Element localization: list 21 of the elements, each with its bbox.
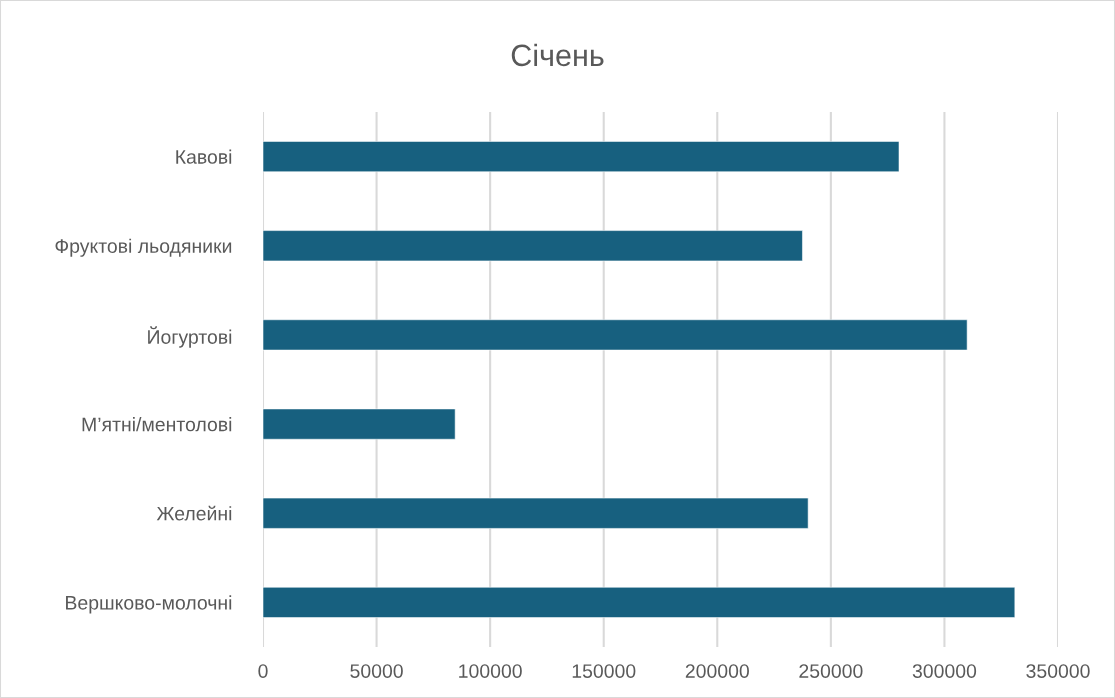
x-tick-label: 150000 bbox=[572, 664, 636, 678]
x-tick-label: 350000 bbox=[1026, 664, 1090, 678]
y-tick-label: Вершково-молочні bbox=[66, 595, 232, 614]
chart-title: Січень bbox=[511, 43, 604, 67]
bar bbox=[263, 497, 809, 529]
x-tick-label: 200000 bbox=[685, 664, 749, 678]
bar bbox=[263, 141, 900, 173]
bar bbox=[263, 408, 456, 440]
y-tick-label: М’ятні/ментолові bbox=[82, 417, 232, 432]
bar bbox=[263, 230, 803, 262]
x-tick-label: 300000 bbox=[912, 664, 977, 678]
bar bbox=[263, 319, 968, 351]
y-tick-label: Кавові bbox=[176, 149, 232, 164]
y-tick-label: Йогуртові bbox=[148, 326, 232, 348]
y-tick-label: Желейні bbox=[156, 505, 232, 521]
bar bbox=[263, 586, 1016, 618]
x-tick-label: 0 bbox=[258, 664, 268, 678]
x-tick-label: 250000 bbox=[799, 664, 863, 678]
y-tick-label: Фруктові льодяники bbox=[55, 238, 232, 257]
x-tick-label: 50000 bbox=[350, 664, 403, 678]
x-tick-label: 100000 bbox=[459, 664, 522, 678]
